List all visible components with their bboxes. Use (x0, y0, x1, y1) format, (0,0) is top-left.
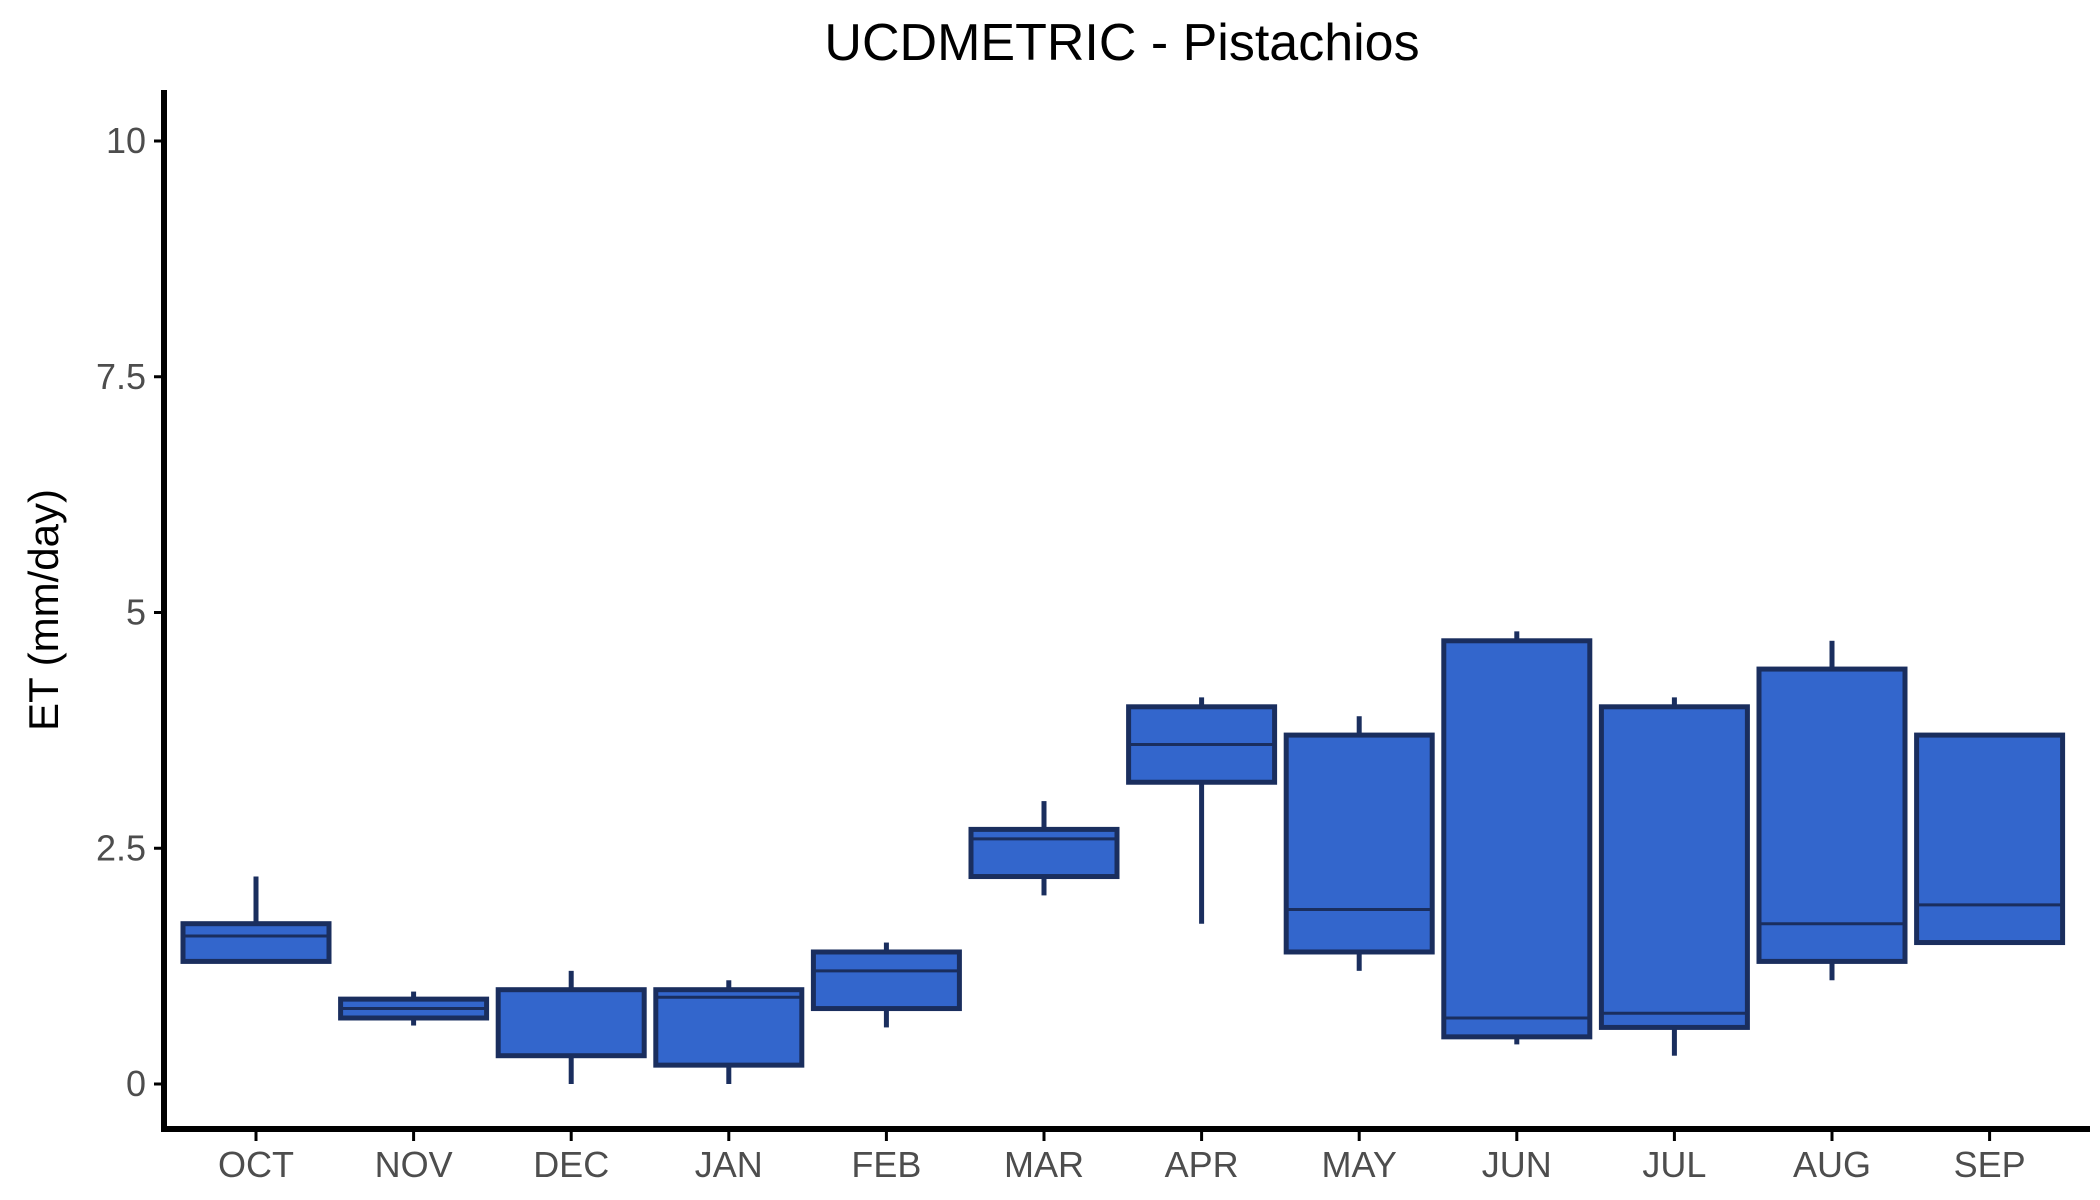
y-tick-label: 10 (106, 120, 146, 161)
x-tick-label: FEB (851, 1144, 921, 1185)
box-mar (968, 801, 1120, 896)
x-tick-label: APR (1165, 1144, 1239, 1185)
x-tick-label: SEP (1954, 1144, 2026, 1185)
x-tick-label: JAN (695, 1144, 763, 1185)
y-axis-title: ET (mm/day) (20, 489, 67, 731)
box-feb (810, 942, 962, 1028)
box-body (653, 987, 805, 1068)
x-tick-label: AUG (1793, 1144, 1871, 1185)
box-jul (1598, 697, 1750, 1056)
x-tick-label: JUL (1642, 1144, 1706, 1185)
x-tick-label: NOV (375, 1144, 453, 1185)
box-body (180, 921, 332, 964)
box-body (968, 826, 1120, 880)
box-nov (338, 991, 490, 1026)
box-body (495, 987, 647, 1059)
x-tick-label: MAY (1322, 1144, 1397, 1185)
box-body (1283, 732, 1435, 955)
x-tick-label: OCT (218, 1144, 294, 1185)
box-body (1756, 666, 1908, 964)
box-sep (1914, 732, 2066, 946)
y-axis-ticks: 0 2.5 5 7.5 10 (96, 120, 164, 1104)
y-tick-label: 0 (126, 1063, 146, 1104)
box-may (1283, 716, 1435, 971)
box-series (180, 631, 2066, 1084)
box-body (1441, 638, 1593, 1040)
box-aug (1756, 640, 1908, 981)
y-tick-label: 2.5 (96, 827, 146, 868)
box-body (1598, 704, 1750, 1030)
box-body (810, 949, 962, 1012)
box-jun (1441, 631, 1593, 1045)
x-tick-label: DEC (533, 1144, 609, 1185)
x-tick-label: MAR (1004, 1144, 1084, 1185)
box-apr (1126, 697, 1278, 924)
box-dec (495, 970, 647, 1084)
box-oct (180, 876, 332, 964)
box-jan (653, 980, 805, 1084)
y-tick-label: 7.5 (96, 356, 146, 397)
box-body (1914, 732, 2066, 946)
x-tick-label: JUN (1482, 1144, 1552, 1185)
x-axis-ticks: OCT NOV DEC JAN FEB MAR APR MAY JUN JUL AUG SEP (218, 1129, 2026, 1185)
y-tick-label: 5 (126, 592, 146, 633)
chart-title: UCDMETRIC - Pistachios (824, 14, 1419, 72)
